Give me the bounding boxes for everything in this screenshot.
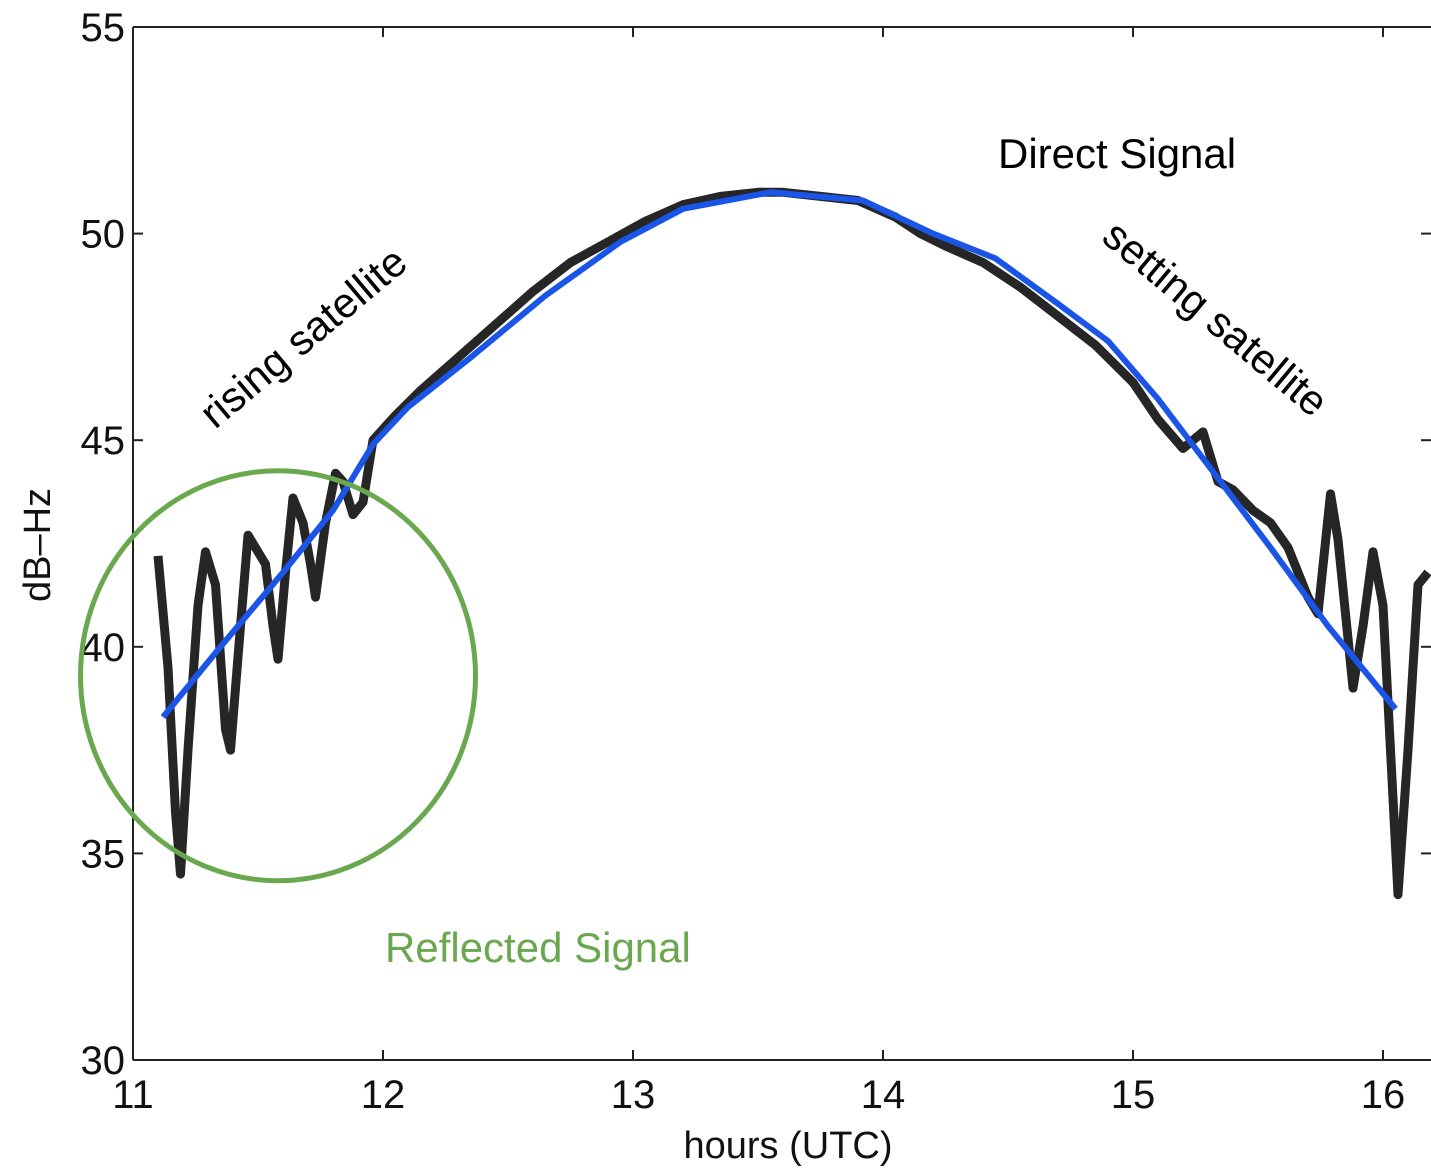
- annotation-layer: Direct Signal rising satellite setting sat…: [78, 130, 1337, 971]
- x-tick-label: 13: [611, 1073, 656, 1117]
- annotation-reflected-signal: Reflected Signal: [385, 924, 691, 971]
- y-tick-label: 50: [81, 213, 126, 257]
- annotation-direct-signal: Direct Signal: [998, 130, 1236, 177]
- reflected-signal-circle: [78, 468, 478, 884]
- y-tick-label: 35: [81, 832, 126, 876]
- x-tick-label: 11: [112, 1073, 154, 1117]
- annotation-rising-satellite: rising satellite: [191, 237, 416, 437]
- annotation-setting-satellite: setting satellite: [1094, 211, 1337, 426]
- series-layer: [153, 187, 1431, 900]
- x-tick-label: 16: [1361, 1073, 1406, 1117]
- x-axis-label: hours (UTC): [683, 1125, 892, 1167]
- y-tick-label: 45: [81, 419, 126, 463]
- y-tick-label: 30: [81, 1039, 126, 1083]
- axes: 11 12 13 14 15 16 30 35 40 45 50 55: [81, 6, 1431, 1117]
- direct-signal-fit-line: [160, 189, 1398, 719]
- y-tick-label: 55: [81, 6, 126, 50]
- y-axis-label: dB–Hz: [17, 488, 59, 602]
- x-tick-label: 14: [861, 1073, 906, 1117]
- y-tick-label: 40: [81, 626, 126, 670]
- x-tick-label: 12: [361, 1073, 406, 1117]
- x-tick-label: 15: [1111, 1073, 1156, 1117]
